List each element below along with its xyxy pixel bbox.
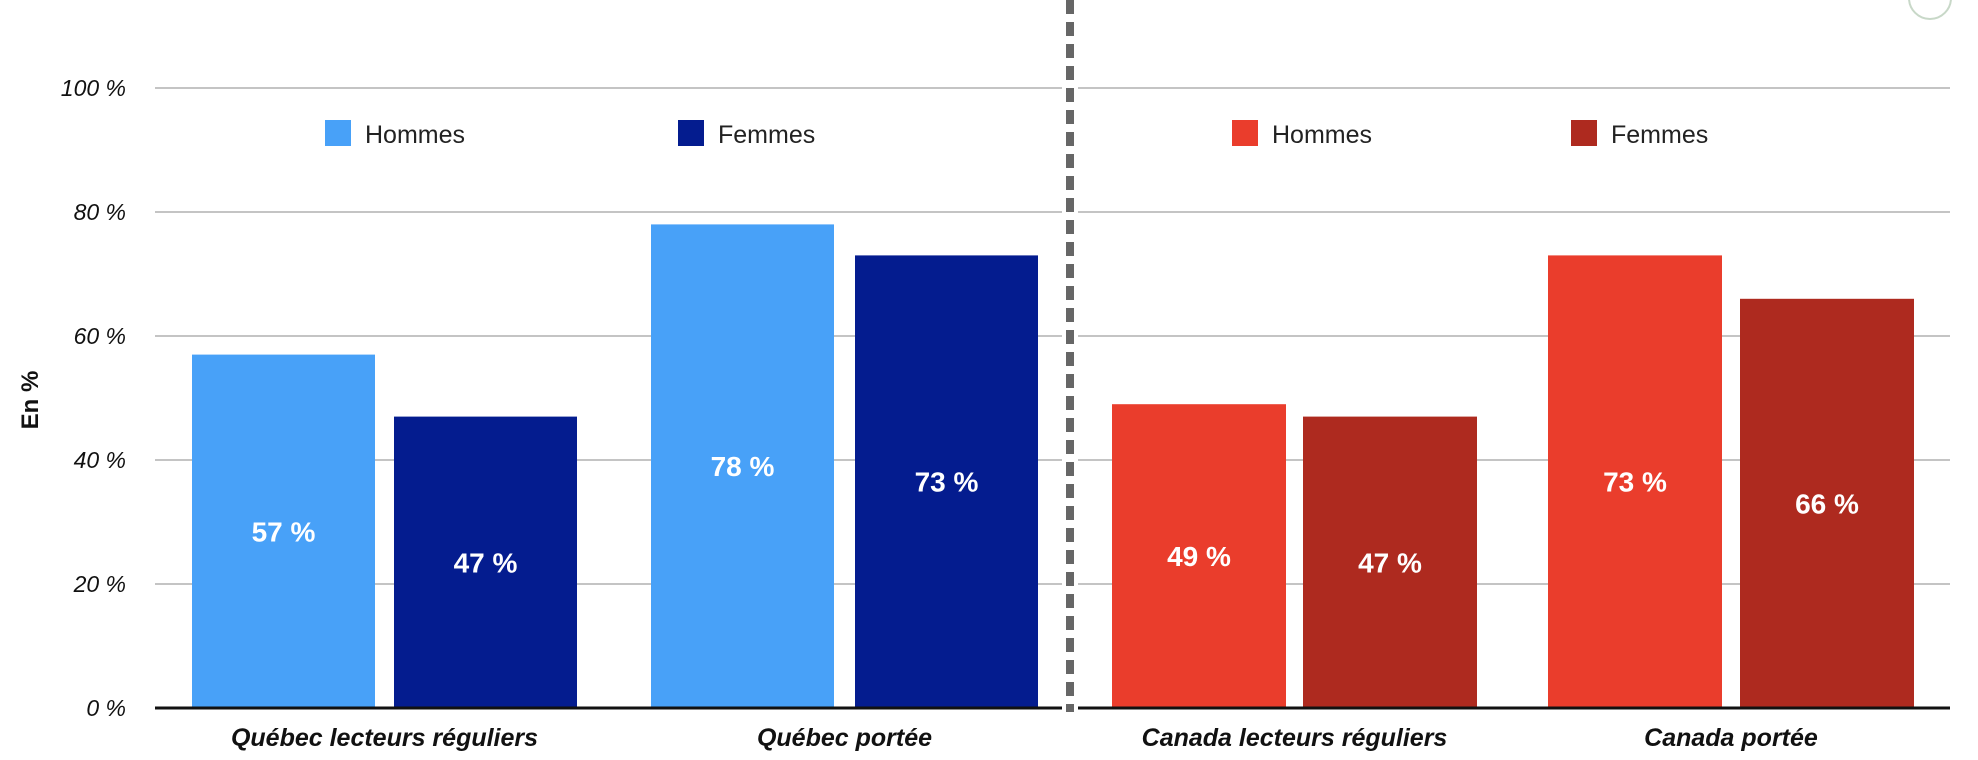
data-label: 73 % (1603, 467, 1667, 498)
legend-swatch (325, 120, 351, 146)
category-label: Canada portée (1644, 724, 1818, 752)
legend-swatch (678, 120, 704, 146)
axes (155, 0, 1950, 712)
bar (651, 224, 834, 708)
legend-swatch (1232, 120, 1258, 146)
y-tick-label: 40 % (74, 447, 126, 473)
labels: 0 % 20 % 40 % 60 % 80 % 100 % 57 % 78 % 47 % 73 %… (61, 75, 1859, 752)
bar (1740, 298, 1914, 708)
bar (1303, 416, 1477, 708)
data-label: 66 % (1795, 488, 1859, 519)
bar (855, 255, 1038, 708)
data-label: 57 % (252, 516, 316, 547)
data-label: 49 % (1167, 541, 1231, 572)
bar (1112, 404, 1286, 708)
category-label: Québec lecteurs réguliers (231, 724, 538, 752)
legend-swatch (1571, 120, 1597, 146)
legend-label: Hommes (1272, 121, 1372, 149)
bar (394, 416, 577, 708)
data-label: 47 % (1358, 547, 1422, 578)
data-label: 73 % (915, 467, 979, 498)
legend-label: Hommes (365, 121, 465, 149)
y-tick-label: 0 % (86, 695, 126, 721)
data-label: 78 % (711, 451, 775, 482)
bars (192, 224, 1914, 708)
bar (1548, 255, 1722, 708)
data-label: 47 % (454, 547, 518, 578)
legend-label: Femmes (1611, 121, 1708, 149)
category-label: Canada lecteurs réguliers (1142, 724, 1448, 752)
bar (192, 354, 375, 708)
category-label: Québec portée (757, 724, 932, 752)
y-tick-label: 100 % (61, 75, 126, 101)
y-axis-label: En % (17, 371, 44, 430)
y-tick-label: 80 % (74, 199, 126, 225)
y-tick-label: 20 % (73, 571, 126, 597)
y-tick-label: 60 % (74, 323, 126, 349)
legend-label: Femmes (718, 121, 815, 149)
